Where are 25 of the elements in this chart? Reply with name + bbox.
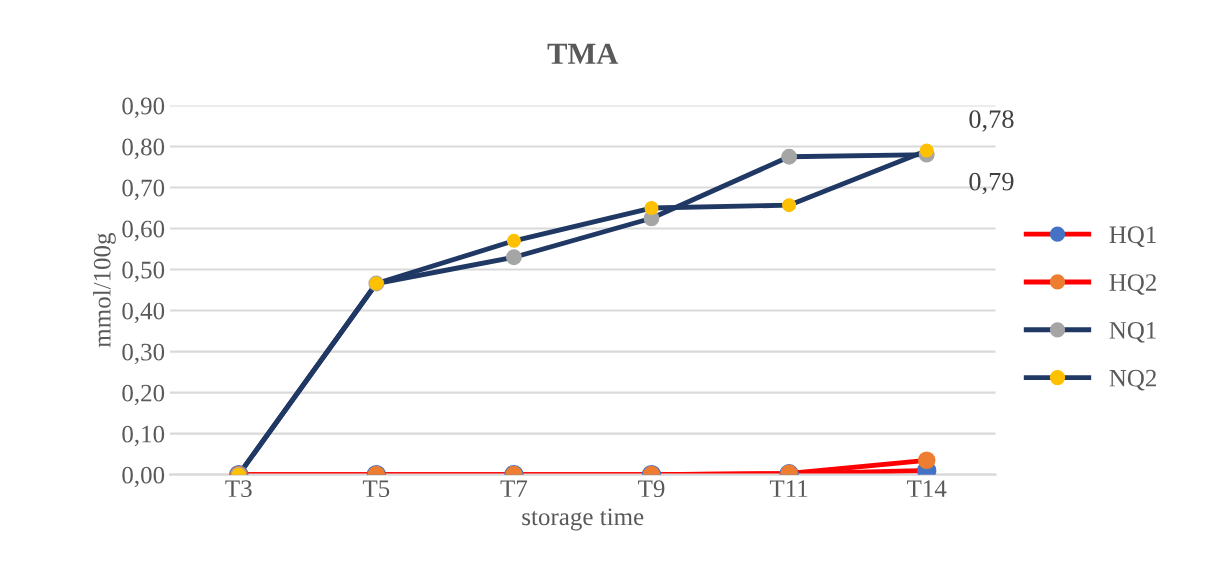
y-tick-label: 0,20 [122,384,165,406]
data-label: 0,79 [969,172,1014,195]
y-tick-label: 0,00 [122,466,165,488]
legend-label: NQ1 [1109,321,1156,343]
y-tick-label: 0,80 [122,138,165,160]
y-tick-label: 0,40 [122,302,165,324]
data-label: 0,78 [969,110,1014,132]
y-tick-label: 0,90 [122,97,165,118]
y-tick-label: 0,30 [122,343,165,365]
x-tick-label: T14 [907,480,947,497]
x-tick-label: T9 [638,480,665,498]
y-tick-label: 0,70 [122,179,165,201]
y-tick-label: 0,60 [122,220,165,242]
legend-label: NQ2 [1109,369,1156,391]
x-tick-label: T5 [362,480,390,498]
legend-label: HQ2 [1109,274,1156,295]
y-axis-title: mmol/100g [93,232,116,348]
x-axis-title: storage time [522,508,644,531]
x-tick-label: T7 [500,480,528,497]
x-tick-label: T11 [769,480,808,497]
x-tick-label: T3 [225,480,252,498]
y-tick-label: 0,50 [122,261,165,283]
chart-title: TMA [547,43,619,64]
legend-label: HQ1 [1109,226,1156,247]
y-tick-label: 0,10 [122,425,165,447]
